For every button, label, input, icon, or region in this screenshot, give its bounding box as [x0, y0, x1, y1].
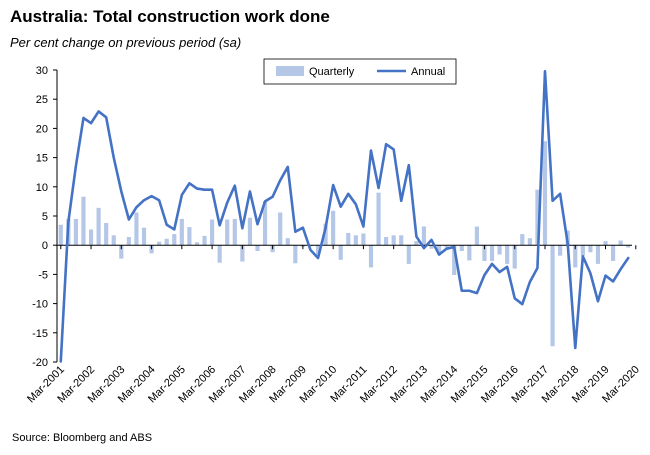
quarterly-bar: [595, 245, 601, 264]
quarterly-bar: [210, 219, 215, 246]
y-tick-label: 30: [36, 65, 48, 77]
quarterly-bar: [346, 232, 351, 246]
quarterly-bar: [338, 245, 343, 260]
quarterly-bar: [285, 238, 290, 246]
quarterly-bars: [58, 141, 631, 347]
quarterly-bar: [497, 245, 502, 255]
quarterly-bar: [421, 226, 427, 246]
quarterly-bar: [580, 245, 585, 256]
y-tick-label: -15: [32, 328, 48, 340]
chart-subtitle: Per cent change on previous period (sa): [10, 35, 242, 50]
legend-quarterly-swatch: [276, 66, 304, 76]
y-tick-label: 0: [42, 240, 48, 252]
quarterly-bar: [467, 245, 472, 261]
y-tick-label: 10: [36, 182, 48, 194]
annual-line: [59, 69, 630, 363]
quarterly-bar: [384, 237, 389, 246]
quarterly-bar: [104, 223, 109, 246]
construction-chart: -20-15-10-5051015202530Mar-2001Mar-2002M…: [25, 58, 642, 405]
quarterly-bar: [368, 245, 374, 268]
quarterly-bar: [361, 233, 366, 246]
quarterly-bar: [187, 227, 192, 246]
quarterly-bar: [262, 201, 268, 246]
quarterly-bar: [247, 217, 253, 246]
quarterly-bar: [618, 240, 623, 246]
quarterly-bar: [520, 234, 525, 246]
quarterly-bar: [331, 210, 336, 246]
quarterly-bar: [157, 241, 162, 246]
quarterly-bar: [550, 245, 555, 347]
quarterly-bar: [126, 237, 131, 246]
quarterly-bar: [588, 245, 593, 253]
source-note: Source: Bloomberg and ABS: [12, 432, 153, 444]
quarterly-bar: [134, 212, 139, 246]
quarterly-bar: [194, 242, 200, 246]
quarterly-bar: [489, 245, 495, 261]
y-tick-label: 5: [42, 211, 48, 223]
quarterly-bar: [444, 245, 449, 248]
quarterly-bar: [232, 218, 237, 246]
quarterly-bar: [573, 245, 578, 268]
quarterly-bar: [436, 245, 442, 255]
legend: Quarterly Annual: [263, 58, 457, 85]
quarterly-bar: [391, 235, 396, 246]
quarterly-bar: [376, 192, 381, 246]
quarterly-bar: [96, 207, 101, 246]
quarterly-bar: [164, 238, 169, 246]
quarterly-bar: [141, 227, 147, 246]
quarterly-bar: [240, 245, 245, 262]
quarterly-bar: [429, 245, 434, 249]
quarterly-bar: [406, 245, 411, 264]
y-tick-label: -10: [32, 299, 48, 311]
chart-title: Australia: Total construction work done: [10, 7, 330, 26]
quarterly-bar: [527, 238, 532, 246]
quarterly-bar: [353, 235, 358, 246]
quarterly-bar: [505, 245, 510, 264]
quarterly-bar: [172, 234, 177, 246]
quarterly-bar: [474, 226, 479, 246]
quarterly-bar: [278, 212, 283, 246]
quarterly-bar: [603, 241, 608, 246]
y-tick-label: 20: [36, 123, 48, 135]
quarterly-bar: [482, 245, 487, 261]
quarterly-bar: [452, 245, 457, 275]
y-tick-label: 25: [36, 94, 48, 106]
quarterly-bar: [255, 245, 260, 252]
quarterly-bar: [542, 141, 548, 246]
quarterly-bar: [202, 235, 207, 246]
legend-annual-label: Annual: [411, 66, 445, 78]
legend-quarterly-label: Quarterly: [309, 66, 355, 78]
quarterly-bar: [512, 245, 517, 269]
quarterly-bar: [323, 223, 328, 246]
quarterly-bar: [308, 245, 313, 247]
quarterly-bar: [399, 235, 404, 246]
quarterly-bar: [535, 189, 540, 246]
quarterly-bar: [81, 196, 86, 246]
quarterly-bar: [88, 229, 94, 246]
quarterly-bar: [111, 235, 116, 246]
quarterly-bar: [414, 241, 419, 246]
quarterly-bar: [58, 224, 63, 246]
quarterly-bar: [225, 219, 230, 246]
quarterly-bar: [293, 245, 298, 264]
quarterly-bar: [626, 245, 631, 248]
y-tick-label: -5: [38, 269, 48, 281]
quarterly-bar: [149, 245, 154, 254]
quarterly-bar: [119, 245, 124, 259]
quarterly-bar: [73, 218, 78, 246]
y-tick-label: 15: [36, 153, 48, 165]
quarterly-bar: [315, 245, 321, 255]
y-tick-label: -20: [32, 357, 48, 369]
quarterly-bar: [459, 245, 464, 252]
quarterly-bar: [217, 245, 222, 263]
annual-line-group: [59, 69, 630, 363]
quarterly-bar: [558, 245, 563, 256]
quarterly-bar: [611, 245, 616, 261]
quarterly-bar: [179, 218, 184, 246]
